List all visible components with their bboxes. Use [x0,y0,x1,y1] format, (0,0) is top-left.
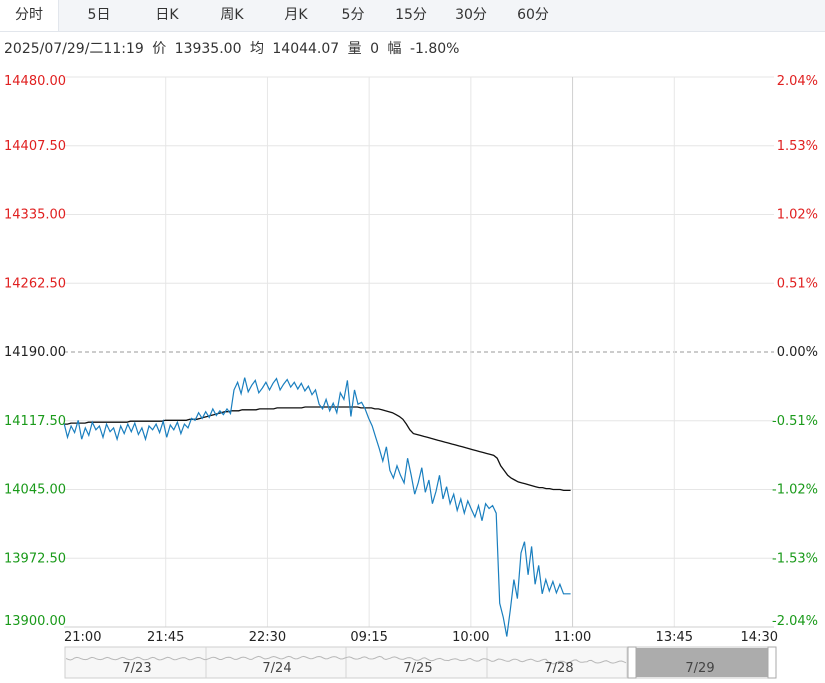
chart-axes: 14480.00 2.04% 14407.50 1.53% 14335.00 1.02% 1… [4,74,818,645]
info-change-label: 幅 [387,41,402,57]
y-tick-label-right: 0.51% [777,276,818,291]
y-tick-label-right: 0.00% [777,345,818,360]
info-avg-label: 均 [249,41,264,57]
info-price: 13935.00 [174,41,242,57]
x-tick-label: 21:00 [64,630,101,645]
tab-7[interactable]: 30分 [455,7,487,23]
tab-1[interactable]: 5日 [87,7,111,23]
info-volume: 0 [370,41,380,57]
y-tick-label: 13972.50 [4,551,66,566]
y-tick-label-right: -2.04% [772,614,818,629]
navigator-trace [65,655,627,665]
y-tick-label: 14480.00 [4,74,66,89]
y-tick-label: 14117.50 [4,414,66,429]
x-tick-label: 11:00 [554,630,591,645]
tab-0[interactable]: 分时 [0,0,59,31]
x-tick-label: 22:30 [249,630,286,645]
quote-info-bar: 2025/07/29/二11:19 价 13935.00 均 14044.07 … [4,38,463,60]
y-tick-label-right: -0.51% [772,414,818,429]
navigator-date-label: 7/25 [403,661,432,676]
info-datetime: 2025/07/29/二11:19 [4,41,144,57]
y-tick-label-right: -1.53% [772,551,818,566]
info-volume-label: 量 [347,41,362,57]
x-tick-label: 13:45 [656,630,693,645]
time-navigator[interactable]: 7/23 7/24 7/25 7/28 7/29 [64,646,777,679]
navigator-date-label: 7/29 [685,661,714,676]
x-tick-label: 21:45 [147,630,184,645]
average-price-line [64,406,571,492]
x-tick-label: 10:00 [452,630,489,645]
tab-5[interactable]: 5分 [341,7,365,23]
info-price-label: 价 [152,41,167,57]
info-avg: 14044.07 [272,41,340,57]
navigator-handle-right[interactable] [767,646,777,679]
tab-6[interactable]: 15分 [395,7,427,23]
y-tick-label-right: 1.53% [777,139,818,154]
y-tick-label: 14407.50 [4,139,66,154]
navigator-date-label: 7/24 [262,661,291,676]
y-tick-label-right: -1.02% [772,483,818,498]
x-tick-label: 09:15 [350,630,387,645]
y-tick-label-right: 1.02% [777,208,818,223]
chart-grid [64,76,774,628]
y-tick-label: 14262.50 [4,276,66,291]
chart-series [63,377,571,637]
tab-4[interactable]: 月K [284,7,308,23]
info-change: -1.80% [409,41,460,57]
tab-8[interactable]: 60分 [517,7,549,23]
y-tick-label: 14045.00 [4,483,66,498]
tab-2[interactable]: 日K [155,7,179,23]
x-tick-label: 14:30 [741,630,778,645]
navigator-handle-left[interactable] [627,646,637,679]
y-tick-label: 13900.00 [4,614,66,629]
navigator-date-label: 7/23 [122,661,151,676]
navigator-selection [636,648,769,677]
price-line [63,377,571,637]
tab-3[interactable]: 周K [220,7,244,23]
period-tab-bar: 分时 5日 日K 周K 月K 5分 15分 30分 60分 [0,0,825,32]
navigator-date-label: 7/28 [544,661,573,676]
y-tick-label-right: 2.04% [777,74,818,89]
y-tick-label: 14335.00 [4,208,66,223]
y-tick-label: 14190.00 [4,345,66,360]
